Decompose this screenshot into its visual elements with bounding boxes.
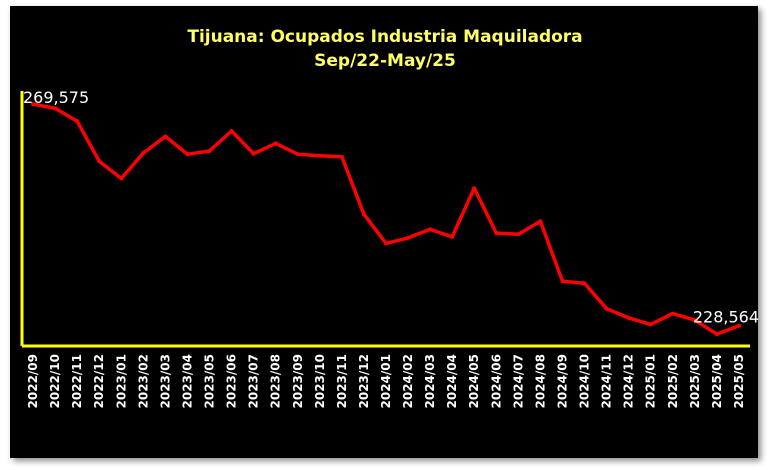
- x-tick-label: 2024/05: [467, 354, 481, 408]
- x-tick-label: 2022/10: [48, 354, 62, 408]
- x-tick-label: 2023/11: [335, 354, 349, 408]
- x-tick-label: 2025/04: [710, 354, 724, 408]
- x-tick-label: 2025/03: [688, 354, 702, 408]
- x-tick-label: 2022/11: [70, 354, 84, 408]
- data-label: 269,575: [23, 88, 89, 107]
- data-point: [339, 154, 344, 159]
- data-point: [648, 322, 653, 327]
- series-line: [32, 102, 740, 336]
- data-point: [229, 129, 234, 133]
- x-tick-label: 2024/03: [423, 354, 437, 408]
- data-point: [450, 234, 455, 239]
- x-tick-label: 2023/04: [181, 354, 195, 408]
- x-tick-label: 2024/12: [622, 354, 636, 408]
- x-tick-label: 2022/09: [26, 354, 40, 408]
- data-point: [31, 102, 35, 107]
- data-point: [119, 176, 124, 181]
- chart-title: Tijuana: Ocupados Industria Maquiladora: [187, 27, 582, 47]
- x-tick-label: 2024/02: [401, 354, 415, 408]
- x-tick-label: 2025/05: [732, 354, 746, 408]
- x-tick-label: 2024/10: [578, 354, 592, 408]
- chart-frame: [10, 6, 758, 458]
- x-tick-label: 2025/02: [666, 354, 680, 408]
- x-tick-label: 2025/01: [644, 354, 658, 408]
- data-point: [494, 231, 499, 236]
- data-point: [75, 119, 80, 124]
- x-tick-label: 2023/06: [225, 354, 239, 408]
- x-tick-label: 2024/06: [489, 354, 503, 408]
- x-tick-label: 2024/07: [511, 354, 525, 408]
- data-point: [692, 318, 697, 323]
- data-point: [53, 106, 58, 111]
- data-label: 228,564: [693, 308, 759, 327]
- data-labels: 269,575 228,564: [23, 88, 759, 327]
- series-points: [31, 102, 741, 337]
- x-tick-label: 2023/02: [136, 354, 150, 408]
- data-point: [207, 149, 212, 153]
- x-tick-label: 2024/08: [533, 354, 547, 408]
- x-tick-labels: 2022/09 2022/10 2022/11 2022/12 2023/01 2023/…: [26, 354, 746, 408]
- x-tick-label: 2023/01: [114, 354, 128, 408]
- data-point: [560, 279, 565, 284]
- data-point: [604, 306, 609, 311]
- data-point: [670, 311, 675, 316]
- x-tick-label: 2024/01: [379, 354, 393, 408]
- data-point: [361, 212, 366, 217]
- data-point: [273, 141, 278, 146]
- data-point: [428, 227, 433, 232]
- x-tick-label: 2023/07: [247, 354, 261, 408]
- data-point: [97, 159, 102, 164]
- data-point: [163, 134, 168, 139]
- data-point: [737, 323, 741, 328]
- data-point: [406, 235, 411, 240]
- x-tick-label: 2023/05: [203, 354, 217, 408]
- data-point: [582, 281, 587, 286]
- x-tick-label: 2023/12: [357, 354, 371, 408]
- data-point: [516, 232, 521, 237]
- x-tick-label: 2022/12: [92, 354, 106, 408]
- data-point: [141, 151, 146, 156]
- x-tick-label: 2024/04: [445, 354, 459, 408]
- data-point: [626, 315, 631, 320]
- x-tick-label: 2023/09: [291, 354, 305, 408]
- data-point: [472, 186, 477, 191]
- x-tick-label: 2023/03: [158, 354, 172, 408]
- data-point: [714, 332, 719, 337]
- data-point: [295, 152, 300, 157]
- data-point: [185, 152, 190, 157]
- data-point: [317, 153, 322, 158]
- data-point: [384, 241, 388, 246]
- data-point: [538, 219, 543, 224]
- data-point: [251, 151, 256, 156]
- x-tick-label: 2023/10: [313, 354, 327, 408]
- x-tick-label: 2024/11: [600, 354, 614, 408]
- x-tick-label: 2023/08: [269, 354, 283, 408]
- chart-subtitle: Sep/22-May/25: [314, 51, 456, 71]
- x-tick-label: 2024/09: [556, 354, 570, 408]
